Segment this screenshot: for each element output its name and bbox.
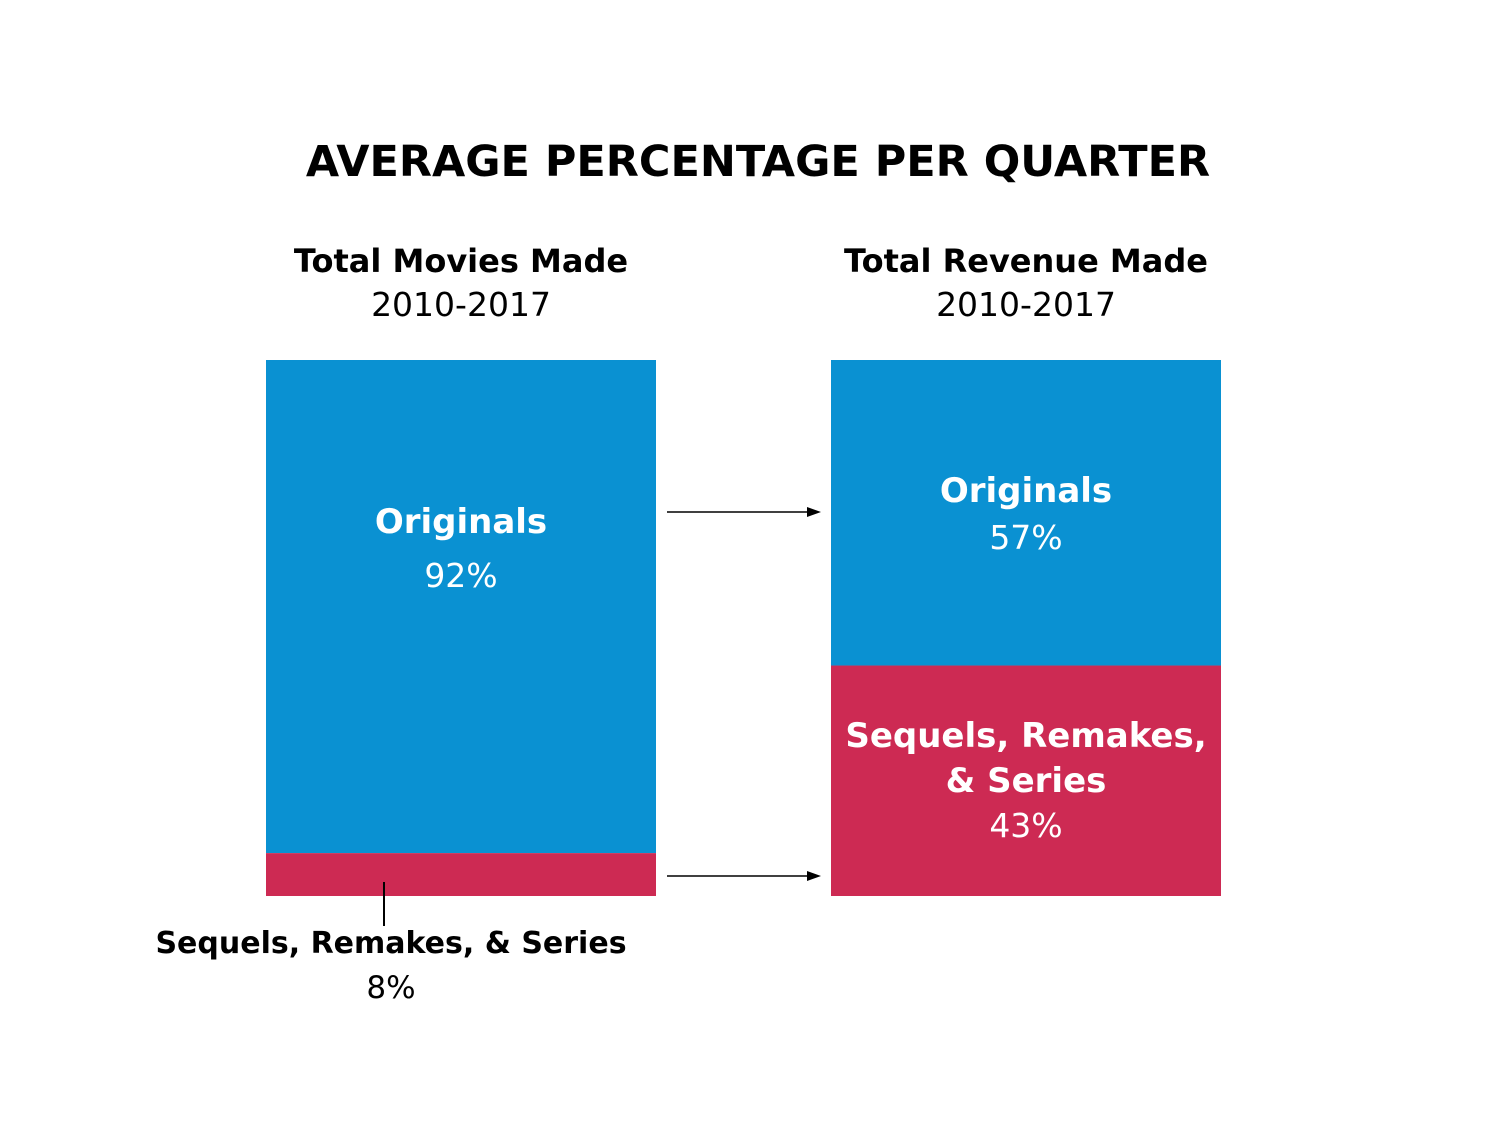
originals-arrow-head [807,507,821,517]
revenue-sequels-label-line-2: & Series [946,761,1107,801]
chart-title: AVERAGE PERCENTAGE PER QUARTER [306,137,1210,187]
revenue-originals-label: Originals [940,471,1112,511]
movies-period: 2010-2017 [371,285,551,324]
movies-sequels-value: 8% [366,970,415,1006]
revenue-period: 2010-2017 [936,285,1116,324]
revenue-heading: Total Revenue Made [844,242,1208,280]
movies-originals-bar [266,360,656,854]
revenue-originals-value: 57% [989,518,1062,557]
movies-sequels-label: Sequels, Remakes, & Series [155,926,626,961]
movies-originals-value: 92% [424,556,497,595]
revenue-sequels-label-line-1: Sequels, Remakes, [845,716,1206,756]
movies-heading: Total Movies Made [294,242,628,280]
revenue-originals-bar [831,360,1221,666]
revenue-sequels-value: 43% [989,806,1062,845]
revenue-sequels-bar [831,665,1221,896]
sequels-arrow-head [807,871,821,881]
movies-originals-label: Originals [375,502,547,542]
movies-sequels-bar [266,853,656,896]
